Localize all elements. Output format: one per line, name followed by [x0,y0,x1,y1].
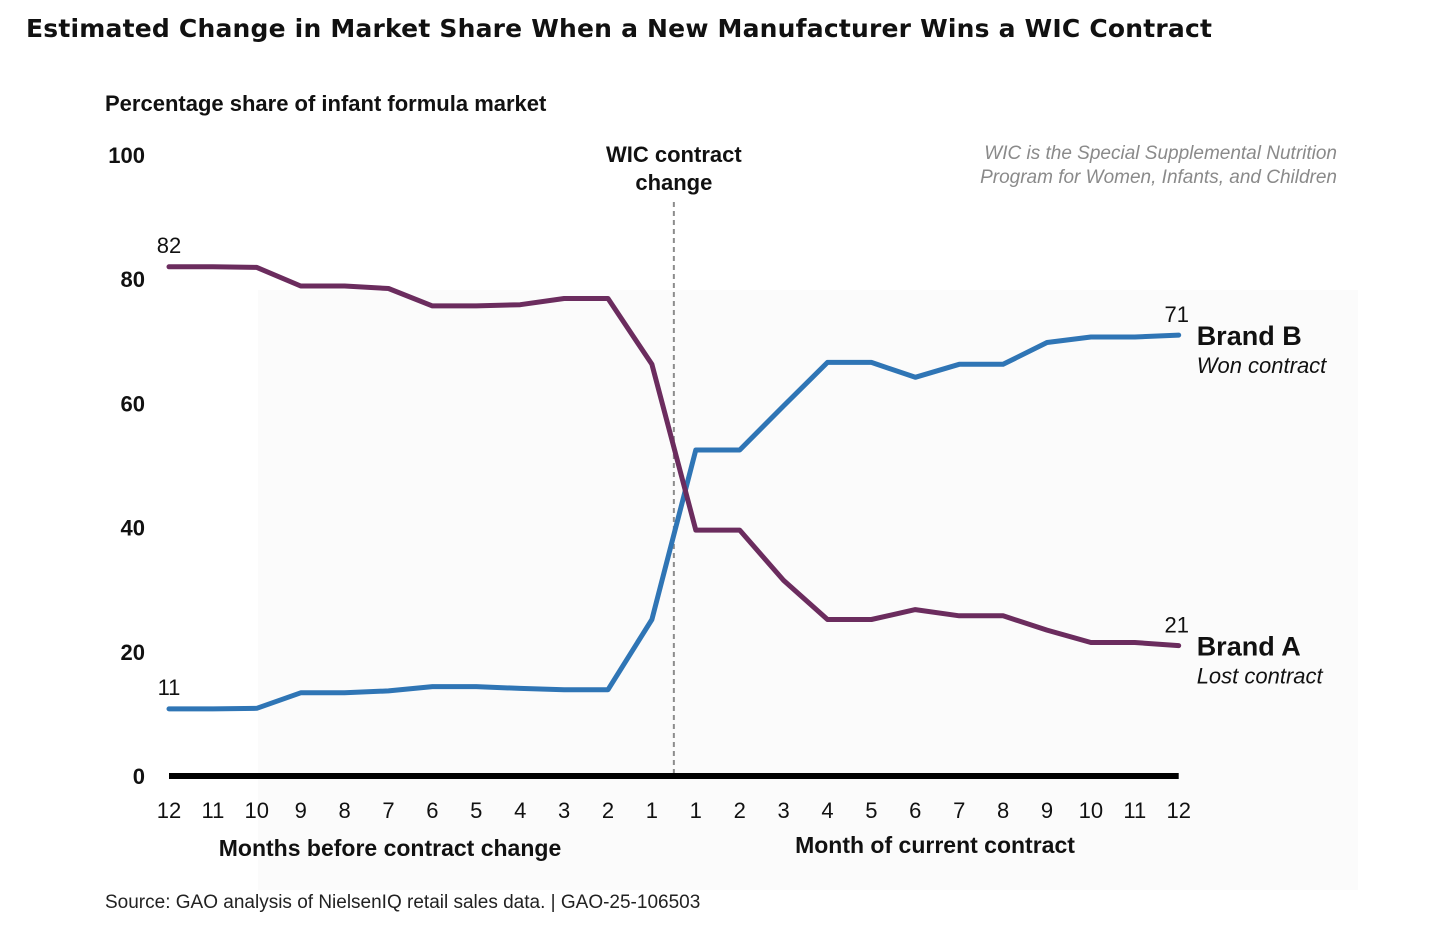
x-tick-label: 4 [514,798,526,823]
y-tick-label: 60 [121,391,145,416]
x-tick-label: 8 [997,798,1009,823]
y-tick-label: 80 [121,267,145,292]
series-line-brand-b [166,332,1182,712]
x-axis-title-after: Month of current contract [795,832,1075,858]
start-value-label: 82 [157,233,181,258]
x-tick-label: 10 [245,798,269,823]
x-tick-label: 3 [558,798,570,823]
x-tick-label: 9 [295,798,307,823]
event-label-line: WIC contract [606,142,742,167]
series-sublabel: Lost contract [1197,664,1324,689]
x-tick-label: 1 [690,798,702,823]
x-tick-label: 2 [734,798,746,823]
source-note: Source: GAO analysis of NielsenIQ retail… [105,892,700,913]
x-tick-label: 7 [382,798,394,823]
series-group [166,264,1182,712]
note-line: WIC is the Special Supplemental Nutritio… [984,143,1337,164]
y-tick-label: 100 [108,143,145,168]
x-tick-label: 6 [426,798,438,823]
series-name-label: Brand A [1197,632,1301,662]
x-tick-label: 11 [1123,798,1146,823]
x-tick-label: 12 [157,798,181,823]
wic-note: WIC is the Special Supplemental Nutritio… [980,143,1337,188]
x-tick-label: 4 [821,798,833,823]
series-sublabel: Won contract [1197,353,1327,378]
note-line: Program for Women, Infants, and Children [980,167,1337,188]
x-tick-label: 7 [953,798,965,823]
series-line-brand-a [166,264,1182,649]
page-title: Estimated Change in Market Share When a … [26,14,1213,43]
end-value-label: 71 [1164,302,1188,327]
x-axis-tick-labels: 12 11 10 9 8 7 6 5 4 3 2 1 1 2 3 4 5 6 7 8 9 10 11 12 [157,798,1191,823]
x-tick-label: 3 [777,798,789,823]
x-tick-label: 10 [1079,798,1103,823]
start-value-label: 11 [158,675,181,700]
y-tick-label: 40 [121,516,145,541]
x-axis-title-before: Months before contract change [219,835,561,861]
x-tick-label: 5 [865,798,877,823]
x-tick-label: 11 [201,798,224,823]
x-tick-label: 2 [602,798,614,823]
plot-area-shade [258,290,1358,890]
x-tick-label: 8 [338,798,350,823]
x-tick-label: 6 [909,798,921,823]
x-tick-label: 12 [1166,798,1190,823]
y-axis-ticks: 0 20 40 60 80 100 [108,143,145,789]
end-value-label: 21 [1164,613,1188,638]
y-tick-label: 0 [133,764,145,789]
event-label-line: change [635,170,712,195]
series-name-label: Brand B [1197,321,1302,351]
x-tick-label: 9 [1041,798,1053,823]
x-tick-label: 1 [646,798,658,823]
x-tick-label: 5 [470,798,482,823]
y-tick-label: 20 [121,640,145,665]
y-axis-title: Percentage share of infant formula marke… [105,91,547,116]
wic-contract-change-label: WIC contract change [606,142,742,195]
